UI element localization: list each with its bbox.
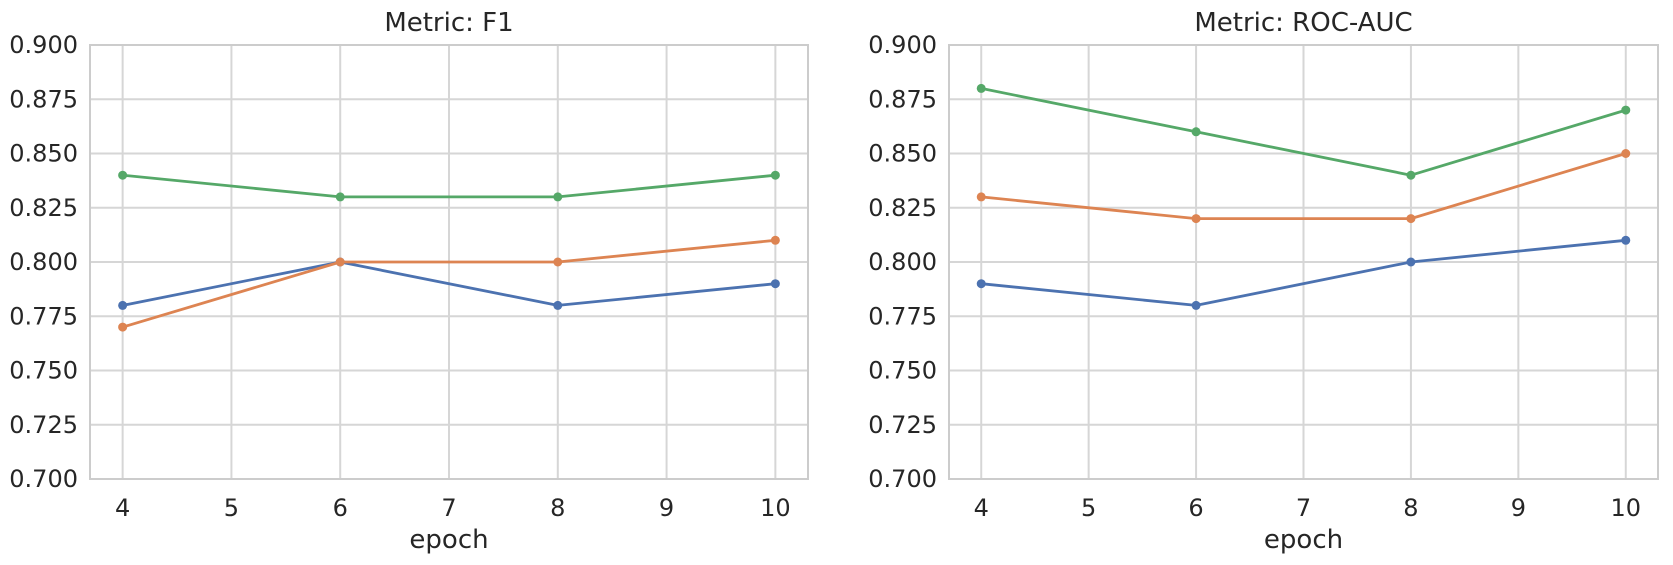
plot-border xyxy=(89,44,809,480)
blue-series-marker xyxy=(770,279,780,289)
orange-series-marker xyxy=(770,235,780,245)
y-tick-label: 0.825 xyxy=(868,194,937,222)
green-series-marker xyxy=(1191,127,1201,137)
x-tick-label: 7 xyxy=(1296,494,1311,522)
x-tick-label: 10 xyxy=(760,494,791,522)
x-tick-label: 9 xyxy=(1511,494,1526,522)
y-tick-label: 0.875 xyxy=(9,85,78,113)
green-series-marker xyxy=(118,170,128,180)
blue-series-marker xyxy=(553,300,563,310)
y-tick-label: 0.700 xyxy=(9,465,78,493)
y-tick-label: 0.750 xyxy=(868,357,937,385)
blue-series-marker xyxy=(976,279,986,289)
orange-series-marker xyxy=(1406,214,1416,224)
green-series-marker xyxy=(335,192,345,202)
blue-series-marker xyxy=(1621,235,1631,245)
chart-title: Metric: F1 xyxy=(384,8,513,38)
x-tick-label: 6 xyxy=(333,494,348,522)
green-series-line xyxy=(121,173,777,199)
x-tick-label: 10 xyxy=(1610,494,1641,522)
orange-series-marker xyxy=(335,257,345,267)
y-tick-label: 0.725 xyxy=(9,411,78,439)
blue-series-marker xyxy=(1191,300,1201,310)
y-tick-label: 0.825 xyxy=(9,194,78,222)
orange-series-marker xyxy=(1191,214,1201,224)
y-tick-label: 0.875 xyxy=(868,85,937,113)
blue-series-marker xyxy=(118,300,128,310)
y-tick-label: 0.700 xyxy=(868,465,937,493)
chart-f1: 0.700 0.725 0.750 0.775 0.800 0.825 0.850 0.875… xyxy=(9,8,809,555)
x-tick-label: 6 xyxy=(1188,494,1203,522)
green-series-marker xyxy=(770,170,780,180)
orange-series-line xyxy=(979,152,1628,221)
y-tick-label: 0.775 xyxy=(9,302,78,330)
green-series-marker xyxy=(976,83,986,93)
blue-series-line xyxy=(121,260,777,307)
x-tick-label: 8 xyxy=(550,494,565,522)
plot-border xyxy=(948,44,1659,480)
y-tick-label: 0.900 xyxy=(868,31,937,59)
green-series-marker xyxy=(1621,105,1631,115)
y-tick-label: 0.800 xyxy=(868,248,937,276)
x-axis-label: epoch xyxy=(409,525,488,555)
y-tick-label: 0.800 xyxy=(9,248,78,276)
x-tick-label: 5 xyxy=(1081,494,1096,522)
y-tick-label: 0.725 xyxy=(868,411,937,439)
x-tick-label: 4 xyxy=(974,494,989,522)
green-series-marker xyxy=(553,192,563,202)
blue-series-line xyxy=(979,238,1628,307)
green-series-line xyxy=(979,87,1628,177)
y-tick-label: 0.850 xyxy=(868,140,937,168)
orange-series-marker xyxy=(553,257,563,267)
orange-series-marker xyxy=(118,322,128,332)
x-tick-label: 4 xyxy=(115,494,130,522)
x-tick-label: 9 xyxy=(659,494,674,522)
green-series-marker xyxy=(1406,170,1416,180)
x-tick-label: 5 xyxy=(224,494,239,522)
orange-series-marker xyxy=(976,192,986,202)
y-tick-label: 0.900 xyxy=(9,31,78,59)
y-tick-label: 0.775 xyxy=(868,302,937,330)
orange-series-marker xyxy=(1621,149,1631,158)
chart-title: Metric: ROC-AUC xyxy=(1194,8,1412,38)
chart-roc-auc: 0.700 0.725 0.750 0.775 0.800 0.825 0.850 0.875… xyxy=(868,8,1659,555)
x-axis-label: epoch xyxy=(1264,525,1343,555)
y-tick-label: 0.750 xyxy=(9,357,78,385)
x-tick-label: 7 xyxy=(441,494,456,522)
x-tick-label: 8 xyxy=(1403,494,1418,522)
blue-series-marker xyxy=(1406,257,1416,267)
y-tick-label: 0.850 xyxy=(9,140,78,168)
orange-series-line xyxy=(121,238,777,329)
